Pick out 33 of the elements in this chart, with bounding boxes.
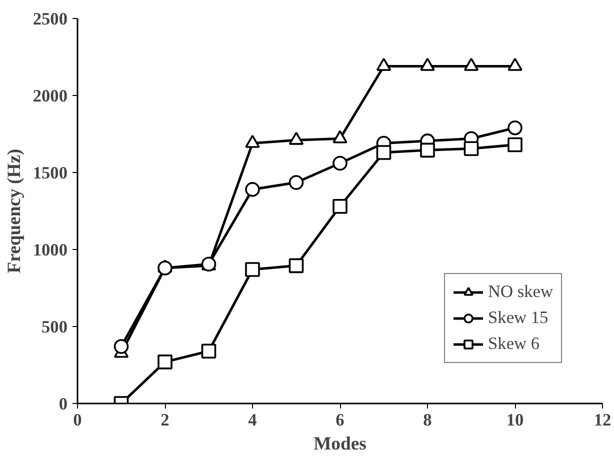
x-tick-label: 8 (423, 410, 432, 430)
legend-label: NO skew (488, 282, 553, 302)
point (508, 120, 522, 136)
x-tick-label: 12 (594, 410, 612, 430)
x-tick-label: 10 (506, 410, 524, 430)
point (245, 182, 260, 197)
point (508, 137, 522, 152)
point (464, 141, 479, 156)
y-tick-label: 1000 (32, 240, 68, 260)
point (288, 175, 304, 190)
y-tick-label: 2500 (32, 10, 68, 28)
x-tick-label: 4 (248, 410, 258, 430)
point (158, 260, 172, 276)
y-tick-label: 0 (58, 394, 68, 414)
point (201, 344, 216, 359)
x-axis-title: Modes (314, 434, 366, 454)
legend-label: Skew 6 (488, 334, 540, 354)
point (158, 354, 172, 370)
point (332, 198, 348, 214)
point (376, 145, 392, 160)
x-tick-label: 6 (336, 410, 345, 430)
point (114, 339, 129, 354)
y-tick-label: 1500 (32, 164, 68, 182)
y-tick-label: 2000 (32, 86, 68, 106)
point (245, 262, 260, 277)
point (420, 142, 435, 158)
x-tick-label: 0 (73, 410, 82, 430)
point (288, 258, 304, 274)
x-tick-label: 2 (160, 410, 170, 430)
point (332, 156, 348, 171)
y-tick-label: 500 (42, 318, 68, 336)
legend-label: Skew 15 (488, 308, 548, 328)
y-axis-title: Frequency (Hz) (4, 148, 25, 274)
